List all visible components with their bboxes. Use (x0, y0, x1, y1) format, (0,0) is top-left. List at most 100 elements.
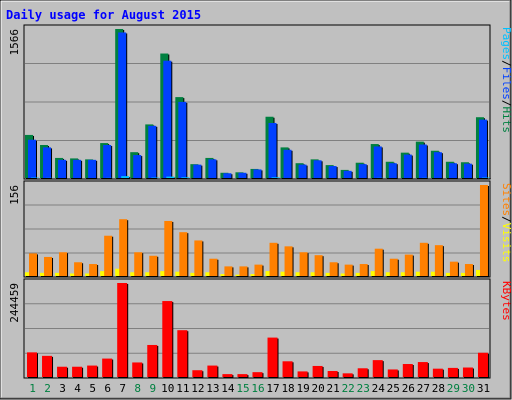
day-label-22: 22 (342, 382, 355, 395)
bar-kbytes-day-26 (402, 364, 413, 377)
legend-part: Sites (500, 183, 512, 216)
bar-kbytes-day-5 (87, 365, 98, 377)
bar-kbytes-day-23 (357, 368, 368, 377)
bar-visits-day-5 (85, 273, 91, 276)
bar-visits-day-24 (370, 271, 376, 276)
bar-pages-day-17 (271, 177, 280, 178)
bar-kbytes-day-9 (147, 344, 158, 377)
bar-kbytes-day-27 (417, 362, 428, 377)
bar-pages-day-10 (166, 176, 175, 178)
bar-sites-day-21 (329, 262, 338, 276)
bar-kbytes-day-30 (462, 367, 473, 377)
bar-visits-day-13 (205, 272, 211, 276)
bar-kbytes-day-16 (252, 372, 263, 377)
bar-visits-day-29 (445, 272, 451, 276)
bar-sites-day-7 (119, 219, 128, 276)
legend-part: / (500, 216, 512, 223)
day-label-14: 14 (221, 382, 235, 395)
bar-sites-day-22 (344, 264, 353, 276)
bar-kbytes-day-28 (432, 368, 443, 377)
bar-sites-day-8 (134, 252, 143, 276)
bar-visits-day-28 (430, 271, 436, 276)
bar-files-day-16 (253, 169, 262, 178)
panels-layer: 1566156244459Pages/Files/HitsSites/Visit… (8, 24, 512, 379)
bar-kbytes-day-12 (192, 370, 203, 377)
panel-sites_visits: 156 (8, 180, 491, 278)
bar-sites-day-15 (239, 266, 248, 276)
bar-kbytes-day-25 (387, 369, 398, 377)
bar-sites-day-31 (479, 185, 488, 276)
bar-kbytes-day-6 (102, 358, 113, 377)
bar-sites-day-4 (74, 262, 83, 276)
bar-visits-day-26 (400, 272, 406, 276)
day-label-24: 24 (372, 382, 386, 395)
bar-sites-day-29 (449, 261, 458, 276)
day-label-16: 16 (251, 382, 264, 395)
bar-sites-day-17 (269, 242, 278, 276)
day-label-23: 23 (357, 382, 370, 395)
bar-kbytes-day-13 (207, 365, 218, 377)
bar-visits-day-16 (250, 274, 256, 276)
bar-sites-day-24 (374, 248, 383, 276)
day-label-28: 28 (432, 382, 445, 395)
bar-sites-day-14 (224, 266, 233, 276)
day-label-15: 15 (236, 382, 249, 395)
bar-files-day-10 (163, 60, 172, 178)
day-label-25: 25 (387, 382, 400, 395)
bar-visits-day-25 (385, 272, 391, 276)
bar-sites-day-10 (164, 220, 173, 276)
bar-files-day-4 (73, 159, 82, 178)
legend-part: Files (500, 67, 512, 100)
bar-kbytes-day-18 (282, 361, 293, 377)
bar-shadow (272, 178, 281, 179)
bar-files-day-17 (268, 122, 277, 178)
bar-files-day-2 (43, 147, 52, 178)
bar-visits-day-6 (100, 271, 106, 276)
bar-files-day-13 (208, 159, 217, 178)
day-label-12: 12 (191, 382, 204, 395)
bar-sites-day-20 (314, 255, 323, 276)
day-label-20: 20 (312, 382, 325, 395)
bar-kbytes-day-7 (117, 283, 128, 377)
bar-files-day-19 (298, 164, 307, 178)
bar-visits-day-9 (145, 272, 151, 276)
bar-visits-day-2 (40, 272, 46, 276)
legend-kbytes: KBytes (500, 281, 512, 321)
bar-sites-day-3 (59, 252, 68, 276)
bar-visits-day-1 (25, 272, 30, 276)
bar-files-day-15 (238, 172, 247, 178)
bar-files-day-30 (463, 163, 472, 178)
day-label-2: 2 (44, 382, 51, 395)
chart-title: Daily usage for August 2015 (6, 8, 201, 22)
bar-visits-day-31 (475, 269, 481, 276)
day-label-29: 29 (447, 382, 460, 395)
day-labels: 1 2 3 4 5 6 7 8 9 10 11 12 13 14 15 16 17 18 19 20 21 22 23 24 2… (29, 382, 490, 395)
bar-visits-day-7 (115, 268, 121, 276)
bar-files-day-12 (193, 164, 202, 178)
bar-files-day-22 (343, 170, 352, 178)
bar-pages-day-11 (181, 177, 190, 178)
day-label-6: 6 (104, 382, 111, 395)
bar-sites-day-1 (29, 253, 37, 276)
bar-kbytes-day-22 (342, 373, 353, 377)
bar-sites-day-11 (179, 232, 188, 276)
bar-pages-day-7 (121, 176, 130, 178)
legend-part: Visits (500, 223, 512, 263)
bar-sites-day-13 (209, 258, 218, 276)
day-label-8: 8 (134, 382, 141, 395)
bar-sites-day-5 (89, 264, 98, 276)
day-label-3: 3 (59, 382, 66, 395)
bar-kbytes-day-8 (132, 362, 143, 377)
bar-visits-day-20 (310, 272, 316, 276)
bar-sites-day-18 (284, 246, 293, 276)
day-label-30: 30 (462, 382, 475, 395)
bar-files-day-6 (103, 144, 112, 178)
bar-sites-day-19 (299, 252, 308, 276)
bar-files-day-21 (328, 166, 337, 178)
bar-kbytes-day-11 (177, 330, 188, 377)
legend-part: Pages (500, 27, 512, 60)
panel-kbytes: 244459 (8, 278, 491, 379)
day-label-26: 26 (402, 382, 415, 395)
bar-sites-day-28 (434, 245, 443, 276)
bar-visits-day-17 (265, 271, 271, 276)
